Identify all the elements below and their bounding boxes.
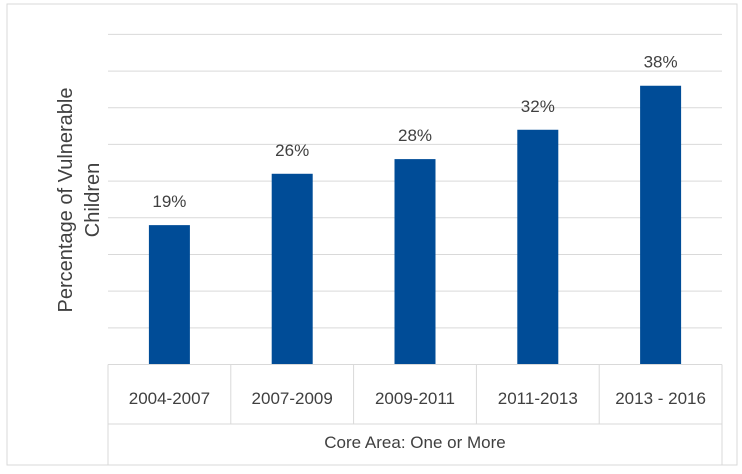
category-axis: 2004-2007 2007-2009 2009-2011 2011-2013 2013… <box>107 364 723 465</box>
data-label: 28% <box>398 126 432 145</box>
bar <box>271 173 313 365</box>
x-tick-label: 2011-2013 <box>498 389 578 408</box>
bar <box>394 159 436 365</box>
bar <box>640 85 682 365</box>
data-label: 32% <box>521 97 555 116</box>
x-tick-label: 2004-2007 <box>129 389 210 408</box>
y-axis-label: Percentage of Vulnerable Children <box>55 88 104 313</box>
gridlines <box>108 33 722 329</box>
data-labels: 19% 26% 28% 32% 38% <box>152 53 677 211</box>
data-label: 26% <box>275 141 309 160</box>
bars <box>148 85 682 365</box>
data-label: 38% <box>644 53 678 72</box>
data-label: 19% <box>152 192 186 211</box>
bar <box>517 129 559 365</box>
x-tick-label: 2007-2009 <box>252 389 333 408</box>
bar <box>148 225 190 365</box>
chart-border <box>6 3 738 466</box>
category-group-label: Core Area: One or More <box>324 433 505 452</box>
x-tick-label: 2013 - 2016 <box>615 389 706 408</box>
x-tick-label: 2009-2011 <box>375 389 455 408</box>
